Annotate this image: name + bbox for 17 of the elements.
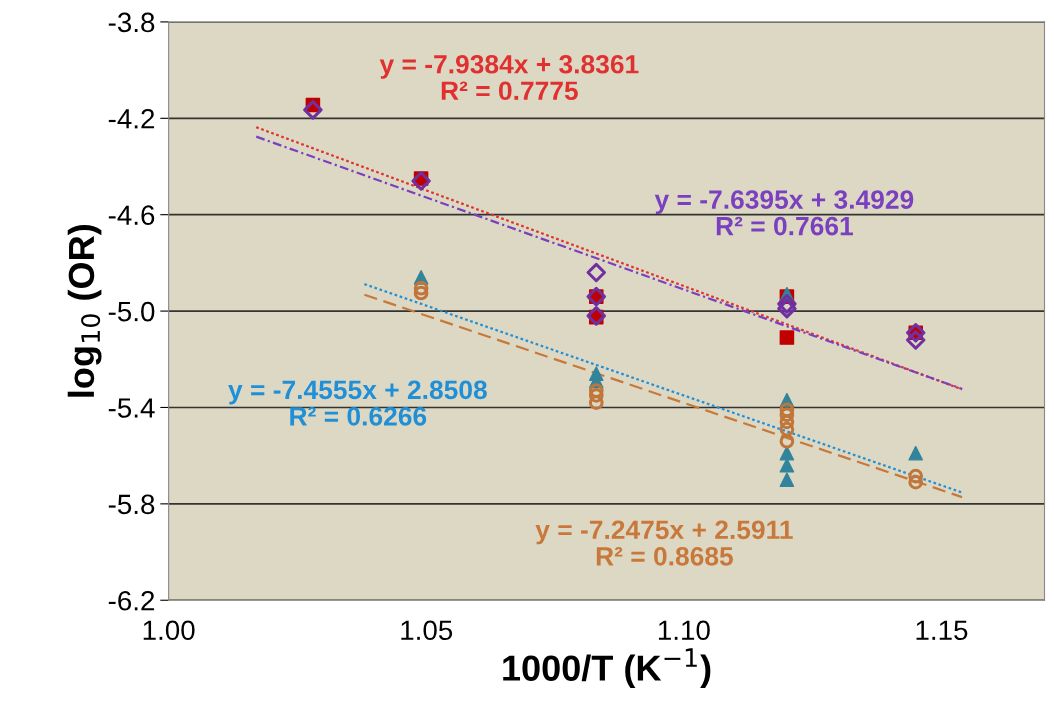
y-tick-label: -6.2 bbox=[108, 590, 155, 611]
x-tick-label: 1.10 bbox=[658, 620, 710, 641]
x-tick-label: 1.15 bbox=[916, 620, 968, 641]
annotation: y = -7.9384x + 3.8361 R² = 0.7775 bbox=[379, 54, 639, 101]
y-tick-label: -5.4 bbox=[108, 398, 155, 418]
y-tick-label: -4.6 bbox=[108, 205, 155, 226]
y-tick-label: -3.8 bbox=[108, 12, 155, 33]
y-axis-title: log$_{10}$ (OR) bbox=[67, 225, 102, 397]
y-tick-label: -5.0 bbox=[108, 301, 155, 322]
x-tick-label: 1.05 bbox=[401, 620, 453, 641]
x-tick-label: 1.00 bbox=[143, 620, 195, 641]
annotation: y = -7.2475x + 2.5911 R² = 0.8685 bbox=[535, 520, 793, 566]
x-axis-title: 1000/T (K$^{−1}$) bbox=[503, 648, 711, 689]
y-tick-label: -5.8 bbox=[108, 494, 155, 515]
y-tick-label: -4.2 bbox=[108, 108, 155, 129]
annotation: y = -7.4555x + 2.8508 R² = 0.6266 bbox=[228, 380, 487, 426]
annotation: y = -7.6395x + 3.4929 R² = 0.7661 bbox=[654, 190, 914, 236]
